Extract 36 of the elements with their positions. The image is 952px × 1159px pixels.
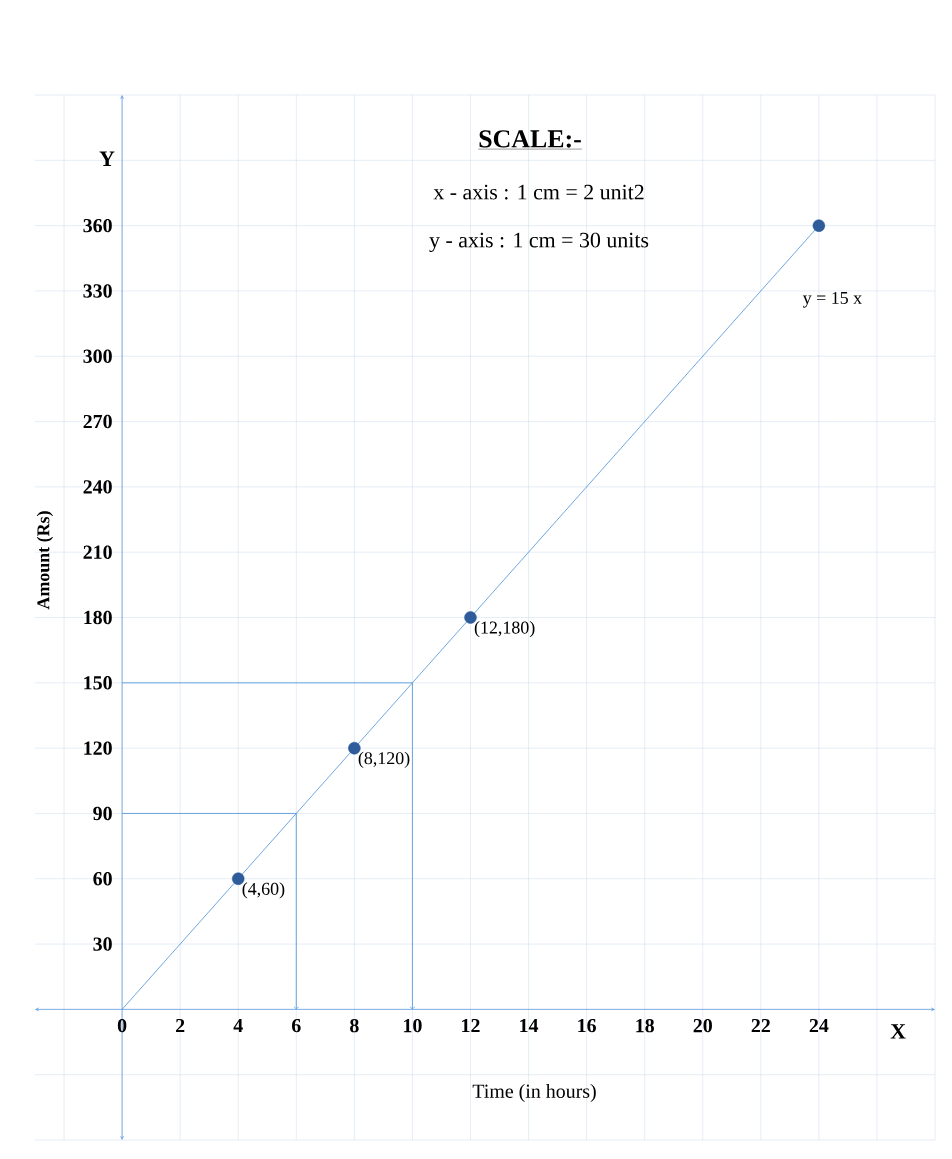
x-tick-label: 16 (578, 1018, 596, 1033)
x-tick-label: 24 (809, 1018, 829, 1033)
annotation: y = 15 x (802, 291, 862, 308)
x-tick-label: 2 (176, 1018, 185, 1033)
y-tick-label: 330 (83, 284, 112, 298)
x-tick-label: 12 (462, 1018, 480, 1033)
annotation: Y (99, 151, 115, 166)
x-axis-title: Time (in hours) (472, 1083, 596, 1102)
x-tick-label: 10 (404, 1018, 422, 1033)
annotation: (4,60) (242, 882, 285, 899)
x-tick-label: 18 (636, 1018, 654, 1033)
y-tick-label: 210 (83, 545, 112, 559)
y-tick-label: 180 (84, 610, 112, 625)
y-tick-label: 270 (83, 414, 112, 429)
annotation: X (890, 1024, 906, 1039)
y-tick-label: 360 (83, 218, 112, 233)
annotation: y - axis : 1 cm = 30 units (429, 232, 649, 253)
y-tick-label: 300 (83, 349, 112, 363)
x-tick-label: 4 (233, 1018, 243, 1033)
y-tick-label: 240 (83, 480, 112, 494)
annotation: (12,180) (474, 621, 535, 638)
y-axis-title: Amount (Rs) (36, 511, 54, 610)
y-tick-label: 90 (93, 806, 112, 821)
annotation: (8,120) (358, 751, 410, 768)
text: SCALE:- (479, 130, 581, 148)
x-tick-label: 20 (693, 1018, 712, 1033)
y-tick-label: 150 (84, 676, 112, 690)
annotation: x - axis : 1 cm = 2 unit2 (433, 184, 644, 200)
x-tick-label: 6 (292, 1018, 301, 1033)
y-tick-label: 30 (93, 937, 112, 951)
x-tick-label: 0 (117, 1018, 127, 1033)
x-tick-label: 22 (751, 1018, 770, 1033)
y-tick-label: 120 (84, 741, 112, 755)
x-tick-label: 8 (350, 1018, 359, 1033)
x-tick-label: 14 (520, 1018, 539, 1033)
y-tick-label: 60 (93, 872, 112, 886)
